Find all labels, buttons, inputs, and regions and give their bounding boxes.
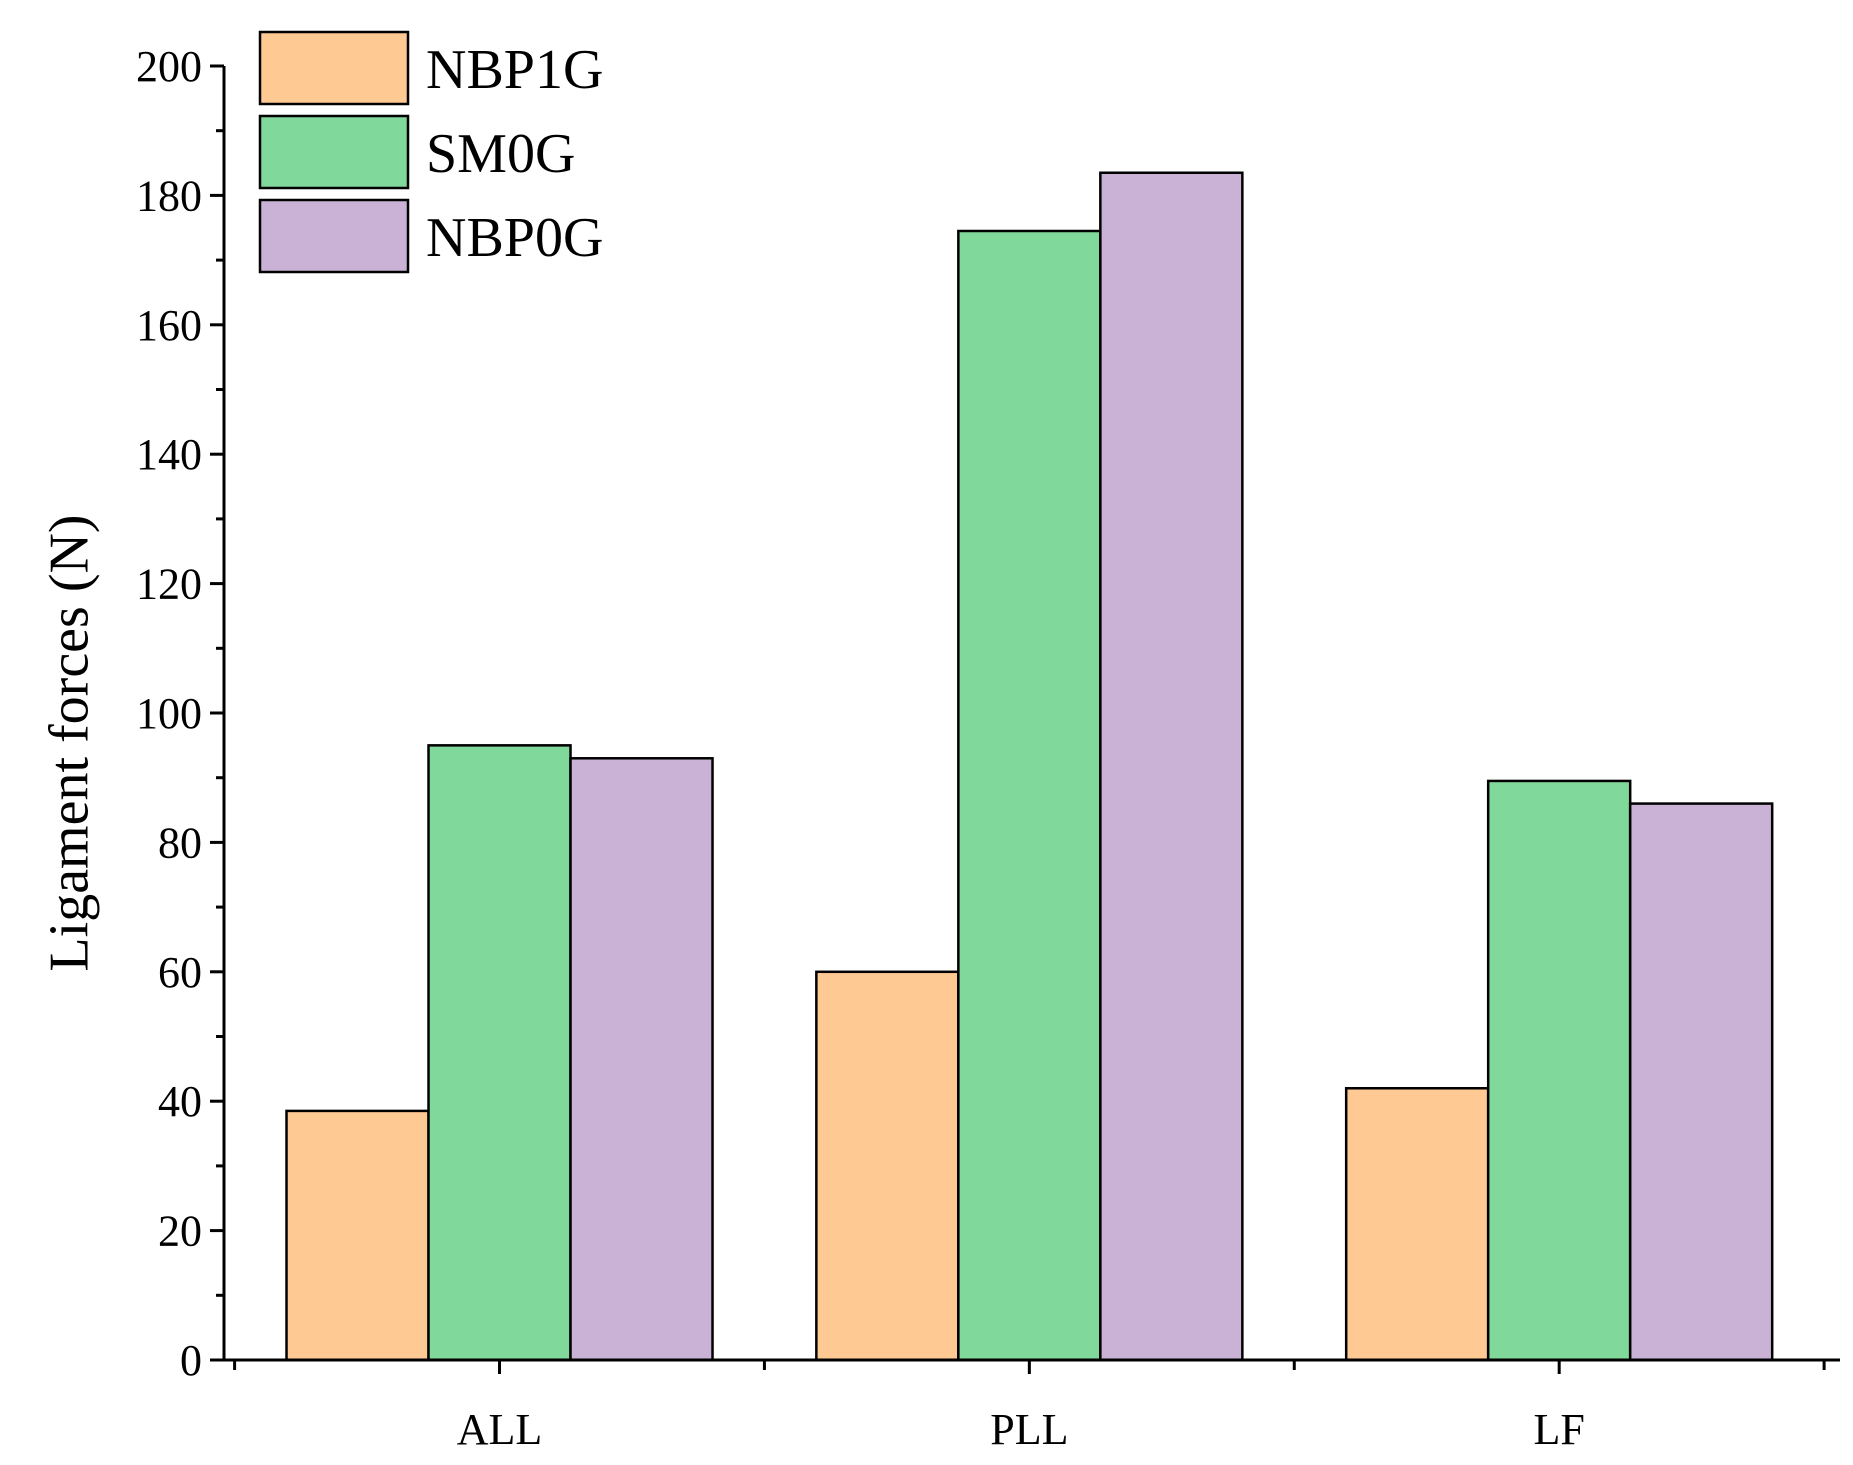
y-tick-label: 160 [136, 301, 202, 350]
legend-swatch-sm0g [258, 114, 410, 190]
bar-sm0g-lf [1486, 779, 1632, 1362]
y-tick-label: 60 [158, 948, 202, 997]
legend-swatch-nbp1g [258, 30, 410, 106]
y-axis-title: Ligament forces (N) [39, 514, 101, 971]
x-tick-label: ALL [457, 1405, 543, 1454]
y-tick-label: 200 [136, 42, 202, 91]
y-tick-label: 0 [180, 1336, 202, 1385]
y-tick-label: 20 [158, 1207, 202, 1256]
bar-sm0g-all [427, 744, 572, 1362]
bar-nbp0g-lf [1628, 802, 1774, 1362]
y-tick-label: 120 [136, 560, 202, 609]
legend-label-nbp0g: NBP0G [426, 207, 603, 269]
x-tick-label: PLL [990, 1405, 1068, 1454]
bars-layer [285, 171, 1774, 1362]
x-tick-label: LF [1534, 1405, 1585, 1454]
y-axis-ticks: 0 20 40 60 80 100 120 140 160 180 200 [136, 42, 224, 1385]
y-tick-label: 140 [136, 430, 202, 479]
bar-nbp0g-all [569, 757, 714, 1362]
legend-swatch-nbp0g [258, 198, 410, 274]
legend-label-sm0g: SM0G [426, 123, 575, 185]
legend: NBP1G SM0G NBP0G [258, 30, 603, 274]
y-tick-label: 80 [158, 818, 202, 867]
y-tick-label: 100 [136, 689, 202, 738]
bar-sm0g-pll [957, 229, 1102, 1362]
y-tick-label: 180 [136, 171, 202, 220]
bar-nbp0g-pll [1099, 171, 1244, 1362]
legend-label-nbp1g: NBP1G [426, 39, 603, 101]
bar-nbp1g-all [285, 1109, 430, 1362]
y-tick-label: 40 [158, 1077, 202, 1126]
x-axis-ticks: ALL PLL LF [233, 1360, 1826, 1454]
bar-nbp1g-pll [815, 970, 960, 1362]
bar-nbp1g-lf [1344, 1087, 1490, 1362]
